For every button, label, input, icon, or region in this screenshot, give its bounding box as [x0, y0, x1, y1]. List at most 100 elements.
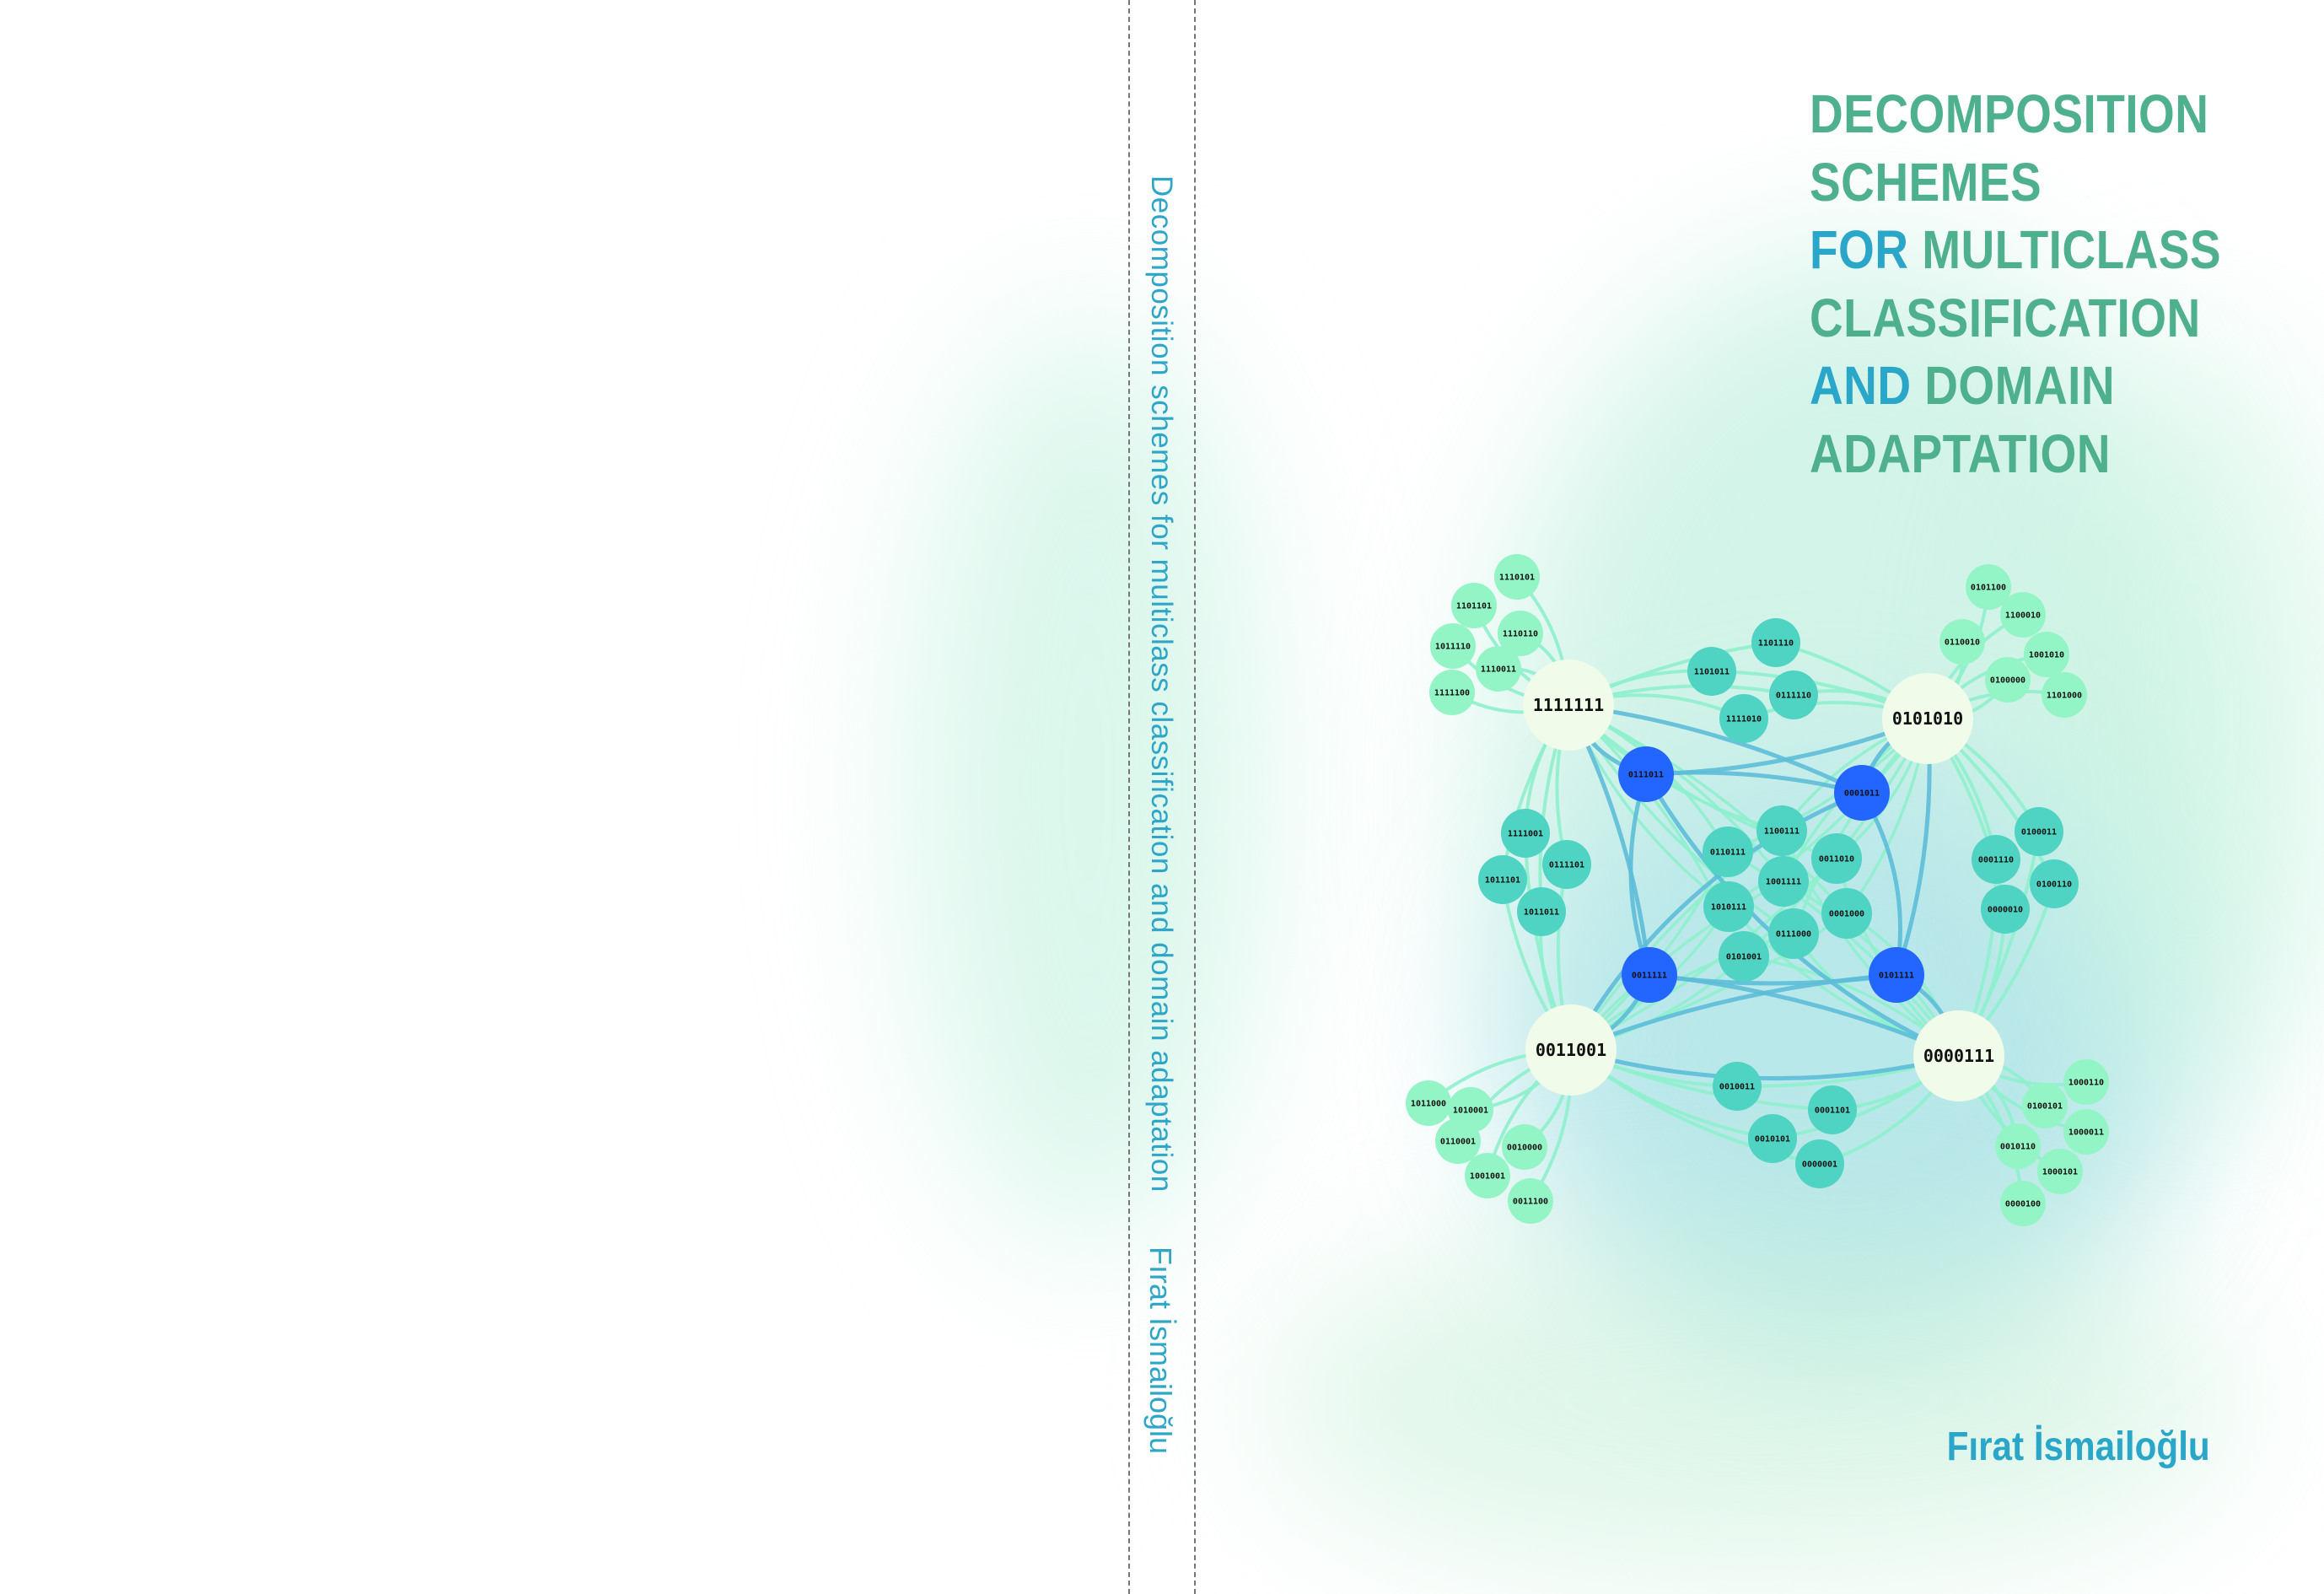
graph-node: 1110101: [1494, 554, 1540, 600]
graph-node-circle: [1985, 657, 2031, 703]
graph-node-circle: [1498, 611, 1543, 656]
graph-node-circle: [1517, 887, 1566, 936]
graph-node-label: 0100000: [1990, 676, 2025, 686]
graph-connector-node-label: 0001011: [1844, 789, 1880, 799]
graph-node-circle: [2063, 1059, 2109, 1105]
title-line: ADAPTATION: [1810, 420, 2221, 488]
graph-node: 1001111: [1758, 856, 1809, 907]
graph-node-label: 1111010: [1726, 715, 1762, 724]
graph-connector-node-label: 0111011: [1628, 771, 1664, 780]
graph-node-circle: [1703, 827, 1753, 877]
title-line: FOR MULTICLASS: [1810, 216, 2221, 284]
graph-node: 1000110: [2063, 1059, 2109, 1105]
graph-node-circle: [1972, 835, 2020, 884]
graph-node-label: 0100110: [2036, 880, 2072, 890]
title-word: SCHEMES: [1810, 151, 2042, 213]
graph-node: 0010101: [1748, 1114, 1797, 1163]
graph-node: 0100110: [2030, 859, 2079, 908]
graph-node-circle: [2022, 1083, 2068, 1128]
graph-node-label: 0000001: [1802, 1160, 1837, 1170]
graph-hub-node-label: 0101010: [1892, 708, 1963, 729]
graph-node: 1101011: [1687, 647, 1736, 696]
graph-node-circle: [2000, 592, 2046, 638]
graph-node-label: 1001010: [2029, 651, 2064, 660]
graph-node: 0010011: [1713, 1062, 1762, 1111]
graph-node: 0001110: [1972, 835, 2020, 884]
graph-node-label: 1110110: [1503, 630, 1538, 639]
graph-node: 0100000: [1985, 657, 2031, 703]
graph-node: 1011000: [1406, 1080, 1451, 1126]
graph-node-circle: [1494, 554, 1540, 600]
graph-connector-node: 0001011: [1834, 765, 1890, 821]
graph-node-label: 0111101: [1549, 861, 1584, 870]
graph-node: 0010110: [1995, 1123, 2041, 1169]
graph-node: 1110110: [1498, 611, 1543, 656]
graph-node-circle: [1476, 646, 1521, 692]
graph-edge: [1570, 1047, 1960, 1081]
graph-node-label: 1111001: [1508, 830, 1543, 839]
graph-edge: [1568, 703, 1848, 915]
graph-node-label: 1101000: [2047, 692, 2082, 701]
graph-node-circle: [1501, 809, 1550, 858]
graph-connector-node-label: 0101111: [1879, 972, 1914, 981]
graph-node-label: 1000101: [2042, 1168, 2078, 1177]
graph-node-circle: [2015, 807, 2063, 856]
graph-connector-node: 0111011: [1618, 746, 1674, 802]
graph-node-circle: [1703, 881, 1754, 932]
graph-node: 1111001: [1501, 809, 1550, 858]
graph-connector-node: 0011111: [1622, 947, 1677, 1003]
graph-node: 0000100: [2000, 1181, 2046, 1226]
graph-node-circle: [1748, 1114, 1797, 1163]
graph-node: 1011110: [1430, 623, 1476, 669]
graph-node-label: 0001110: [1978, 856, 2014, 865]
graph-node: 0010000: [1502, 1124, 1547, 1170]
graph-node-circle: [2037, 1149, 2083, 1194]
graph-node-label: 1011101: [1485, 876, 1520, 886]
graph-node: 1101000: [2042, 672, 2087, 718]
graph-node-label: 0011010: [1819, 855, 1854, 864]
title-line: DECOMPOSITION: [1810, 80, 2221, 148]
graph-node-circle: [2030, 859, 2079, 908]
graph-node-label: 1101110: [1758, 639, 1794, 649]
graph-node-label: 1110101: [1499, 574, 1535, 583]
graph-node: 0111110: [1769, 670, 1818, 719]
title-word: DOMAIN: [1911, 355, 2116, 416]
title-word: CLASSIFICATION: [1810, 287, 2201, 348]
graph-node-circle: [1478, 855, 1527, 904]
graph-node-circle: [1808, 1085, 1857, 1134]
graph-node-circle: [1821, 888, 1872, 939]
graph-node-label: 0010011: [1719, 1083, 1755, 1092]
graph-node-label: 1001111: [1766, 878, 1801, 887]
title-word: DECOMPOSITION: [1810, 83, 2209, 144]
graph-node-circle: [1406, 1080, 1451, 1126]
graph-node-label: 0010000: [1507, 1144, 1542, 1153]
graph-hub-node-label: 1111111: [1533, 695, 1604, 715]
graph-node-label: 0110001: [1440, 1138, 1476, 1147]
graph-node-circle: [1687, 647, 1736, 696]
graph-node-circle: [1768, 908, 1819, 959]
graph-hub-node-label: 0000111: [1923, 1046, 1994, 1066]
graph-node-label: 0111110: [1776, 692, 1811, 701]
graph-node-circle: [1751, 618, 1800, 667]
graph-node-circle: [1811, 833, 1862, 884]
graph-node: 1101101: [1451, 583, 1497, 628]
graph-node-circle: [1502, 1124, 1547, 1170]
graph-node-label: 1111100: [1434, 689, 1470, 698]
graph-hub-node-circle: [1882, 673, 1973, 764]
graph-node-label: 1010111: [1711, 903, 1746, 913]
graph-node: 1000101: [2037, 1149, 2083, 1194]
graph-node: 0011100: [1508, 1178, 1553, 1224]
graph-node-label: 0000010: [1988, 906, 2023, 915]
graph-hub-node: 0011001: [1525, 1004, 1617, 1096]
graph-connector-node-circle: [1618, 746, 1674, 802]
graph-node-label: 1001001: [1470, 1172, 1505, 1182]
graph-edge: [1649, 972, 1897, 986]
book-title: DECOMPOSITION SCHEMES FOR MULTICLASS CLASSI…: [1810, 80, 2221, 487]
graph-node-label: 0010101: [1755, 1135, 1790, 1144]
graph-node: 0100101: [2022, 1083, 2068, 1128]
graph-node-label: 0101100: [1971, 584, 2006, 593]
graph-node-label: 1101101: [1456, 602, 1492, 611]
graph-node: 1010111: [1703, 881, 1754, 932]
graph-node-label: 0110111: [1710, 848, 1746, 858]
